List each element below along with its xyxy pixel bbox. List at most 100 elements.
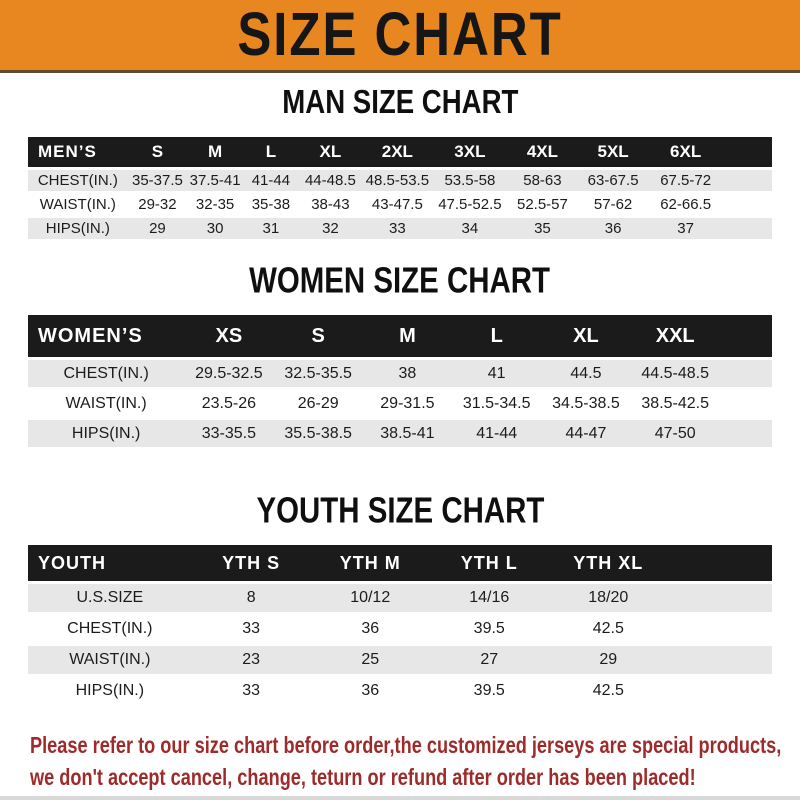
size-value: 57-62 [577, 194, 649, 215]
size-value: 63-67.5 [577, 170, 649, 191]
size-value: 8 [191, 584, 311, 612]
men-header-filler [722, 137, 772, 167]
size-value: 35-37.5 [127, 170, 188, 191]
men-size-table: MEN’S S M L XL 2XL 3XL 4XL 5XL 6XL CHEST… [28, 134, 772, 242]
youth-ussize-row: U.S.SIZE 8 10/12 14/16 18/20 [28, 584, 772, 612]
men-column-header: 2XL [362, 137, 433, 167]
size-value: 38.5-41 [362, 420, 453, 447]
women-size-table: WOMEN’S XS S M L XL XXL CHEST(IN.) 29.5-… [28, 312, 772, 450]
men-section-heading-text: MAN SIZE CHART [281, 83, 519, 121]
women-chest-row: CHEST(IN.) 29.5-32.5 32.5-35.5 38 41 44.… [28, 360, 772, 387]
size-value: 41 [452, 360, 542, 387]
women-section-heading-text: WOMEN SIZE CHART [249, 259, 551, 301]
men-section-heading: MAN SIZE CHART [0, 83, 800, 121]
youth-column-header: YTH L [429, 545, 549, 581]
size-value: 33 [191, 615, 311, 643]
row-filler [722, 170, 772, 191]
youth-waist-row: WAIST(IN.) 23 25 27 29 [28, 646, 772, 674]
men-column-header: L [243, 137, 299, 167]
size-value: 37 [648, 218, 723, 239]
size-value: 23.5-26 [184, 390, 274, 417]
size-value: 47-50 [630, 420, 720, 447]
size-value: 44-48.5 [298, 170, 363, 191]
size-value: 38 [362, 360, 453, 387]
size-value: 36 [310, 615, 430, 643]
size-value: 18/20 [548, 584, 668, 612]
size-value: 32.5-35.5 [273, 360, 363, 387]
women-column-header: M [362, 315, 453, 357]
size-value: 33 [362, 218, 433, 239]
size-value: 41-44 [243, 170, 299, 191]
men-column-header: S [127, 137, 188, 167]
size-value: 38.5-42.5 [630, 390, 720, 417]
size-value: 67.5-72 [648, 170, 723, 191]
size-value: 26-29 [273, 390, 363, 417]
row-label: WAIST(IN.) [28, 390, 185, 417]
men-column-header: 3XL [432, 137, 508, 167]
men-hips-row: HIPS(IN.) 29 30 31 32 33 34 35 36 37 [28, 218, 772, 239]
youth-chest-row: CHEST(IN.) 33 36 39.5 42.5 [28, 615, 772, 643]
women-header-row: WOMEN’S XS S M L XL XXL [28, 315, 772, 357]
youth-header-row: YOUTH YTH S YTH M YTH L YTH XL [28, 545, 772, 581]
footer-note: Please refer to our size chart before or… [30, 729, 800, 793]
row-filler [719, 360, 772, 387]
size-value: 44.5-48.5 [630, 360, 720, 387]
youth-header-filler [667, 545, 772, 581]
size-value: 44.5 [541, 360, 631, 387]
size-value: 35-38 [243, 194, 299, 215]
size-value: 29 [548, 646, 668, 674]
size-value: 43-47.5 [362, 194, 433, 215]
size-value: 34.5-38.5 [541, 390, 631, 417]
row-filler [722, 218, 772, 239]
size-value: 58-63 [507, 170, 578, 191]
size-value: 33-35.5 [184, 420, 274, 447]
men-column-header: XL [298, 137, 363, 167]
size-value: 35 [507, 218, 578, 239]
youth-column-header: YTH XL [548, 545, 668, 581]
size-value: 48.5-53.5 [362, 170, 433, 191]
size-value: 29-32 [127, 194, 188, 215]
women-column-header: S [273, 315, 363, 357]
row-label: HIPS(IN.) [28, 420, 185, 447]
row-label: CHEST(IN.) [28, 170, 128, 191]
row-label: WAIST(IN.) [28, 646, 192, 674]
size-value: 42.5 [548, 677, 668, 705]
size-value: 23 [191, 646, 311, 674]
youth-column-header: YTH M [310, 545, 430, 581]
size-value: 32 [298, 218, 363, 239]
footer-note-line2: we don't accept cancel, change, teturn o… [30, 763, 696, 791]
youth-hips-row: HIPS(IN.) 33 36 39.5 42.5 [28, 677, 772, 705]
size-value: 31 [243, 218, 299, 239]
row-filler [667, 615, 772, 643]
row-label: U.S.SIZE [28, 584, 192, 612]
size-value: 29 [127, 218, 188, 239]
size-value: 41-44 [452, 420, 542, 447]
women-header-filler [719, 315, 772, 357]
size-value: 10/12 [310, 584, 430, 612]
youth-section-heading: YOUTH SIZE CHART [0, 489, 800, 531]
row-label: WAIST(IN.) [28, 194, 128, 215]
size-value: 33 [191, 677, 311, 705]
size-value: 39.5 [429, 615, 549, 643]
row-filler [667, 646, 772, 674]
size-value: 37.5-41 [187, 170, 243, 191]
men-column-header: 6XL [648, 137, 723, 167]
size-chart-banner: SIZE CHART [0, 0, 800, 73]
men-column-header: M [187, 137, 243, 167]
size-value: 34 [432, 218, 508, 239]
row-label: HIPS(IN.) [28, 218, 128, 239]
size-value: 62-66.5 [648, 194, 723, 215]
footer-note-line1: Please refer to our size chart before or… [30, 731, 782, 759]
size-value: 52.5-57 [507, 194, 578, 215]
size-value: 38-43 [298, 194, 363, 215]
women-waist-row: WAIST(IN.) 23.5-26 26-29 29-31.5 31.5-34… [28, 390, 772, 417]
banner-title: SIZE CHART [237, 0, 563, 70]
men-waist-row: WAIST(IN.) 29-32 32-35 35-38 38-43 43-47… [28, 194, 772, 215]
size-value: 42.5 [548, 615, 668, 643]
youth-size-table: YOUTH YTH S YTH M YTH L YTH XL U.S.SIZE … [28, 542, 772, 708]
size-value: 29-31.5 [362, 390, 453, 417]
youth-section-heading-text: YOUTH SIZE CHART [256, 489, 544, 531]
row-filler [667, 584, 772, 612]
women-column-header: XS [184, 315, 274, 357]
women-hips-row: HIPS(IN.) 33-35.5 35.5-38.5 38.5-41 41-4… [28, 420, 772, 447]
